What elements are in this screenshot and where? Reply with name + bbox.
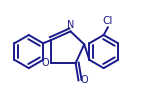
Text: Cl: Cl <box>103 16 113 26</box>
Text: N: N <box>67 20 74 30</box>
Text: O: O <box>42 58 49 68</box>
Text: O: O <box>80 75 88 85</box>
